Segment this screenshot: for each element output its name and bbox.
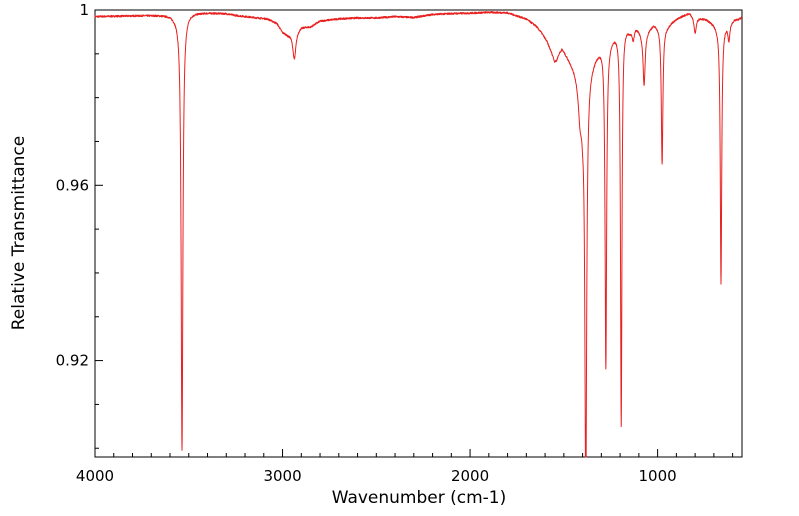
tick-labels: 4000 3000 2000 1000 0.92 0.96 1 [56, 1, 677, 485]
x-tick-label: 3000 [263, 467, 301, 485]
x-tick-label: 2000 [451, 467, 489, 485]
y-tick-label: 0.92 [56, 352, 89, 370]
series-line-spectrum [94, 11, 743, 458]
major-ticks [94, 9, 659, 457]
y-tick-label: 1 [79, 1, 89, 19]
minor-ticks [95, 53, 734, 457]
x-tick-label: 4000 [76, 467, 114, 485]
x-axis-label: Wavenumber (cm-1) [332, 488, 507, 508]
plot-frame [94, 9, 743, 458]
x-tick-label: 1000 [639, 467, 677, 485]
y-tick-label: 0.96 [56, 176, 89, 194]
y-axis-label: Relative Transmittance [9, 136, 29, 331]
